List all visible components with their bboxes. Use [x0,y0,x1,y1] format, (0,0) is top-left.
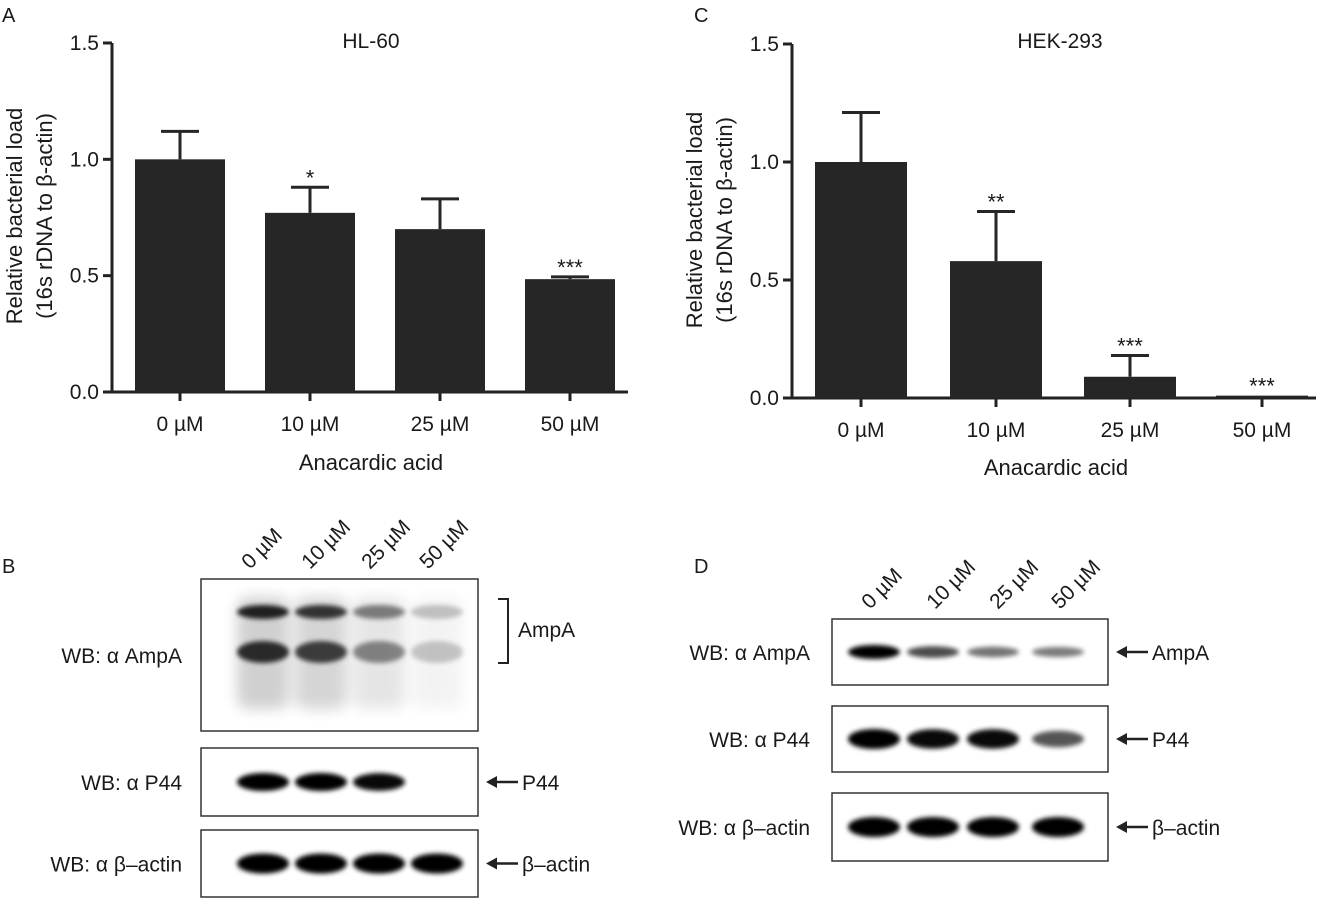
panel-label-d: D [694,556,708,578]
arrow-head-icon [486,857,497,870]
bar [135,159,225,392]
significance-label: * [306,165,315,190]
x-axis-label: Anacardic acid [299,450,443,475]
arrow-head-icon [486,776,497,788]
significance-label: ** [987,190,1005,215]
blot-band [967,729,1019,749]
blot-band [295,853,347,874]
blot-band [353,605,405,619]
blot-band [411,605,463,619]
blot-band [295,605,347,619]
y-axis-label-secondary: (16s rDNA to β-actin) [32,113,57,319]
bar-chart-hl60: HL-60 Anacardic acid Relative bacterial … [2,30,628,475]
blot-band [353,773,405,791]
blot-band [237,853,289,874]
blot-row-label: WB: α AmpA [61,645,182,668]
blot-band [967,646,1019,658]
blot-target-label: AmpA [1152,642,1209,665]
bar [815,162,907,398]
y-tick-label: 0.5 [750,269,779,292]
arrow-head-icon [1116,646,1127,658]
blot-band [237,605,289,619]
blot-band [353,641,405,663]
arrow-head-icon [1116,821,1127,833]
blot-band [237,641,289,663]
blot-band [848,729,900,749]
blot-band [907,729,959,749]
blot-row-label: WB: α β–actin [50,854,182,877]
lane-label: 0 µM [857,564,907,614]
panel-label-a: A [2,5,16,27]
arrow-head-icon [1116,733,1127,745]
blot-band [237,773,289,791]
x-tick-label: 0 µM [156,413,203,436]
significance-label: *** [557,255,583,280]
blot-band [353,853,405,874]
blot-row-label: WB: α β–actin [678,817,810,840]
bracket [498,598,509,664]
blot-band [907,817,959,837]
x-tick-label: 10 µM [967,419,1026,442]
y-tick-label: 0.0 [70,381,99,404]
significance-label: *** [1249,374,1275,399]
panel-label-b: B [2,556,15,578]
blot-band [848,817,900,837]
x-tick-label: 50 µM [541,413,600,436]
y-tick-label: 1.5 [750,33,779,56]
blot-band [967,817,1019,837]
blot-band [907,646,959,658]
blot-row-label: WB: α P44 [709,729,810,752]
bar [1084,376,1176,398]
significance-label: *** [1117,334,1143,359]
bar-chart-hek293: HEK-293 Anacardic acid Relative bacteria… [682,30,1316,480]
western-blot-b: 0 µM 10 µM 25 µM 50 µM WB: α AmpA AmpA WB: α P… [50,516,590,898]
blot-target-label: AmpA [518,619,575,642]
lane-label: 10 µM [922,556,980,614]
bar [395,229,485,392]
blot-target-label: P44 [1152,729,1190,752]
blot-row-label: WB: α AmpA [689,642,810,665]
y-axis-label: Relative bacterial load [2,108,27,324]
y-tick-label: 0.5 [70,265,99,288]
y-axis-label-secondary: (16s rDNA to β-actin) [712,117,737,323]
western-blot-d: 0 µM 10 µM 25 µM 50 µM WB: α AmpA AmpA WB: α P… [678,556,1220,862]
lane-label: 25 µM [985,556,1043,614]
blot-band [1032,730,1084,748]
blot-target-label: β–actin [522,854,590,877]
blot-target-label: β–actin [1152,817,1220,840]
x-tick-label: 50 µM [1233,419,1292,442]
panel-label-c: C [694,5,708,27]
x-tick-label: 25 µM [1101,419,1160,442]
blot-band [848,645,900,659]
blot-band [411,853,463,874]
x-tick-label: 25 µM [411,413,470,436]
bar [525,279,615,392]
lane-label: 10 µM [297,516,355,574]
y-tick-label: 1.5 [70,32,99,55]
blot-row-label: WB: α P44 [81,772,182,795]
chart-title: HL-60 [342,30,399,53]
y-tick-label: 1.0 [750,151,779,174]
bar [1216,395,1308,398]
lane-label: 25 µM [357,516,415,574]
blot-target-label: P44 [522,772,560,795]
x-tick-label: 0 µM [837,419,884,442]
y-tick-label: 0.0 [750,387,779,410]
blot-band [295,641,347,663]
bar [950,261,1042,398]
lane-label: 50 µM [1047,556,1105,614]
blot-band [295,773,347,791]
y-axis-label: Relative bacterial load [682,112,707,328]
bar [265,212,355,392]
blot-band [411,641,463,663]
blot-band [1032,817,1084,837]
blot-band [1032,646,1084,658]
chart-title: HEK-293 [1017,30,1102,53]
x-axis-label: Anacardic acid [984,455,1128,480]
x-tick-label: 10 µM [281,413,340,436]
y-tick-label: 1.0 [70,148,99,171]
lane-label: 0 µM [237,524,287,574]
lane-label: 50 µM [415,516,473,574]
